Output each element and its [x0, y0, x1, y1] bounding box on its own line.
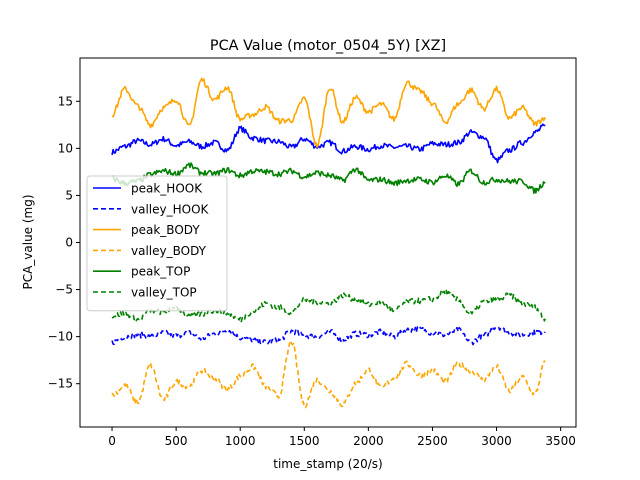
axes: 0 500 1000 1500 2000 2500 3000 3500 15 10 5 0 −5 −10 −…: [48, 57, 577, 448]
series-line-peak_BODY: [111, 77, 546, 148]
x-tick-label: 3500: [545, 434, 576, 448]
x-axis-label: time_stamp (20/s): [273, 457, 382, 471]
y-axis-label: PCA_value (mg): [21, 194, 35, 289]
legend-label-peak_HOOK: peak_HOOK: [131, 182, 203, 196]
x-tick-label: 0: [108, 434, 116, 448]
legend-label-peak_BODY: peak_BODY: [131, 223, 200, 237]
series-line-valley_BODY: [111, 339, 546, 409]
x-tick-label: 2000: [353, 434, 384, 448]
x-tick-label: 1000: [225, 434, 256, 448]
chart-title: PCA Value (motor_0504_5Y) [XZ]: [210, 38, 446, 54]
legend-label-valley_HOOK: valley_HOOK: [131, 202, 210, 216]
series-line-valley_TOP: [111, 289, 546, 323]
y-tick-label: 10: [58, 141, 73, 155]
x-tick-label: 2500: [417, 434, 448, 448]
y-tick-label: −5: [55, 283, 73, 297]
legend: peak_HOOK valley_HOOK peak_BODY valley_BODY…: [86, 175, 228, 312]
series-line-valley_HOOK: [111, 326, 546, 346]
y-tick-label: −10: [48, 330, 73, 344]
y-tick-label: −15: [48, 377, 73, 391]
y-tick-label: 15: [58, 94, 73, 108]
y-tick-label: 0: [65, 236, 73, 250]
legend-label-valley_BODY: valley_BODY: [131, 244, 207, 258]
legend-label-peak_TOP: peak_TOP: [131, 265, 190, 279]
series-line-peak_TOP: [111, 162, 546, 194]
y-tick-label: 5: [65, 188, 73, 202]
x-tick-label: 3000: [481, 434, 512, 448]
x-tick-label: 1500: [289, 434, 320, 448]
legend-box: [86, 175, 228, 312]
x-tick-label: 500: [165, 434, 188, 448]
plot-area: [111, 77, 546, 409]
legend-label-valley_TOP: valley_TOP: [131, 286, 197, 300]
series-line-peak_HOOK: [111, 123, 546, 164]
